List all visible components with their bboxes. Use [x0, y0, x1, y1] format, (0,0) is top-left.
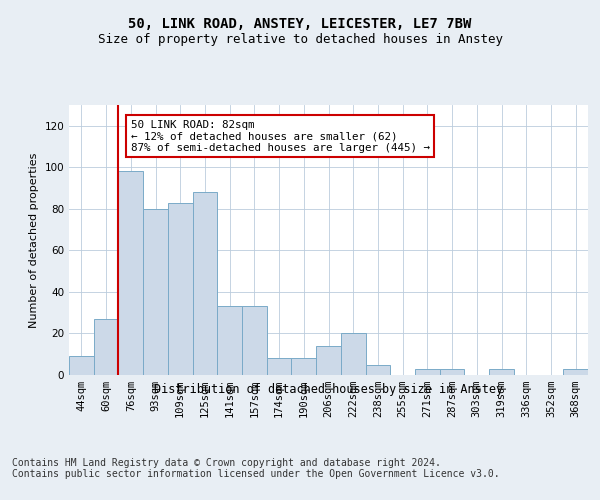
Bar	[94, 319, 118, 375]
Bar	[440, 369, 464, 375]
Bar	[563, 369, 588, 375]
Bar	[118, 172, 143, 375]
Bar	[341, 334, 365, 375]
Bar	[217, 306, 242, 375]
Bar	[365, 364, 390, 375]
Text: 50, LINK ROAD, ANSTEY, LEICESTER, LE7 7BW: 50, LINK ROAD, ANSTEY, LEICESTER, LE7 7B…	[128, 18, 472, 32]
Text: 50 LINK ROAD: 82sqm
← 12% of detached houses are smaller (62)
87% of semi-detach: 50 LINK ROAD: 82sqm ← 12% of detached ho…	[131, 120, 430, 152]
Y-axis label: Number of detached properties: Number of detached properties	[29, 152, 39, 328]
Text: Distribution of detached houses by size in Anstey: Distribution of detached houses by size …	[154, 382, 503, 396]
Bar	[316, 346, 341, 375]
Bar	[168, 202, 193, 375]
Bar	[267, 358, 292, 375]
Bar	[69, 356, 94, 375]
Text: Size of property relative to detached houses in Anstey: Size of property relative to detached ho…	[97, 32, 503, 46]
Bar	[193, 192, 217, 375]
Text: Contains HM Land Registry data © Crown copyright and database right 2024.
Contai: Contains HM Land Registry data © Crown c…	[12, 458, 500, 479]
Bar	[143, 209, 168, 375]
Bar	[292, 358, 316, 375]
Bar	[415, 369, 440, 375]
Bar	[489, 369, 514, 375]
Bar	[242, 306, 267, 375]
